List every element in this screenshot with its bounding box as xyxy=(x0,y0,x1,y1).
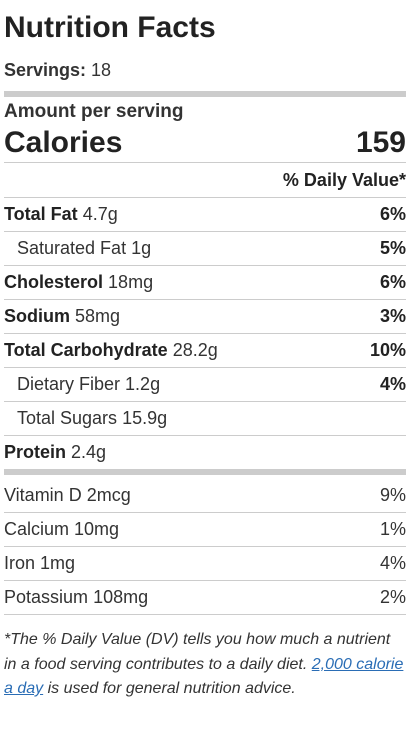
nutrient-name: Total Sugars xyxy=(17,408,118,428)
nutrient-name: Total Fat xyxy=(4,204,78,224)
footnote-link[interactable]: 2,000 calorie a day xyxy=(4,655,404,698)
nutrient-row: Total Carbohydrate 28.2g 10% xyxy=(4,334,406,368)
vitamin-amount: 10mg xyxy=(74,519,120,539)
vitamin-name: Iron xyxy=(4,553,36,573)
nutrient-row: Saturated Fat 1g 5% xyxy=(4,232,406,266)
nutrient-dv: 3% xyxy=(379,306,406,326)
servings-label: Servings: xyxy=(4,60,87,80)
calories-value: 159 xyxy=(355,126,406,159)
nutrient-amount: 15.9g xyxy=(122,408,168,428)
dv-header: % Daily Value* xyxy=(282,170,406,190)
nutrient-amount: 1.2g xyxy=(125,374,161,394)
divider xyxy=(4,91,406,97)
servings-value: 18 xyxy=(91,60,112,80)
amount-per-serving: Amount per serving xyxy=(4,101,184,122)
vitamin-dv: 9% xyxy=(379,485,406,505)
nutrient-amount: 58mg xyxy=(75,306,121,326)
vitamin-row: Iron 1mg 4% xyxy=(4,547,406,581)
nutrient-name: Protein xyxy=(4,442,67,462)
nutrient-dv: 5% xyxy=(379,238,406,258)
nutrient-name: Cholesterol xyxy=(4,272,104,292)
nutrient-row: Cholesterol 18mg 6% xyxy=(4,266,406,300)
nutrient-amount: 1g xyxy=(131,238,152,258)
vitamin-amount: 1mg xyxy=(40,553,76,573)
divider xyxy=(4,469,406,475)
footnote: *The % Daily Value (DV) tells you how mu… xyxy=(4,628,406,702)
vitamin-name: Calcium xyxy=(4,519,70,539)
vitamin-row: Potassium 108mg 2% xyxy=(4,581,406,615)
nutrient-row: Sodium 58mg 3% xyxy=(4,300,406,334)
vitamin-dv: 1% xyxy=(379,519,406,539)
vitamin-row: Calcium 10mg 1% xyxy=(4,513,406,547)
nutrient-amount: 2.4g xyxy=(71,442,107,462)
nutrient-dv: 6% xyxy=(379,272,406,292)
nutrient-amount: 18mg xyxy=(108,272,154,292)
nutrient-name: Saturated Fat xyxy=(17,238,127,258)
nutrient-name: Sodium xyxy=(4,306,70,326)
vitamin-name: Potassium xyxy=(4,587,89,607)
nutrient-amount: 4.7g xyxy=(82,204,118,224)
title: Nutrition Facts xyxy=(4,11,216,44)
nutrient-name: Total Carbohydrate xyxy=(4,340,168,360)
vitamin-amount: 2mcg xyxy=(86,485,131,505)
vitamin-dv: 2% xyxy=(379,587,406,607)
footnote-text: *The % Daily Value (DV) tells you how mu… xyxy=(4,631,391,673)
vitamin-row: Vitamin D 2mcg 9% xyxy=(4,479,406,513)
calories-label: Calories xyxy=(4,126,123,159)
nutrient-dv: 6% xyxy=(379,204,406,224)
nutrient-row: Protein 2.4g xyxy=(4,436,406,469)
footnote-text: is used for general nutrition advice. xyxy=(47,680,296,697)
nutrient-dv: 4% xyxy=(379,374,406,394)
vitamin-dv: 4% xyxy=(379,553,406,573)
nutrient-row: Total Fat 4.7g 6% xyxy=(4,198,406,232)
servings: Servings: 18 xyxy=(4,58,406,82)
nutrient-amount: 28.2g xyxy=(172,340,218,360)
nutrient-row: Total Sugars 15.9g xyxy=(4,402,406,436)
nutrient-dv: 10% xyxy=(369,340,406,360)
vitamin-amount: 108mg xyxy=(93,587,149,607)
dv-header-row: % Daily Value* xyxy=(4,164,406,198)
nutrient-row: Dietary Fiber 1.2g 4% xyxy=(4,368,406,402)
nutrient-name: Dietary Fiber xyxy=(17,374,121,394)
calories-row: Calories 159 xyxy=(4,124,406,163)
vitamin-name: Vitamin D xyxy=(4,485,82,505)
